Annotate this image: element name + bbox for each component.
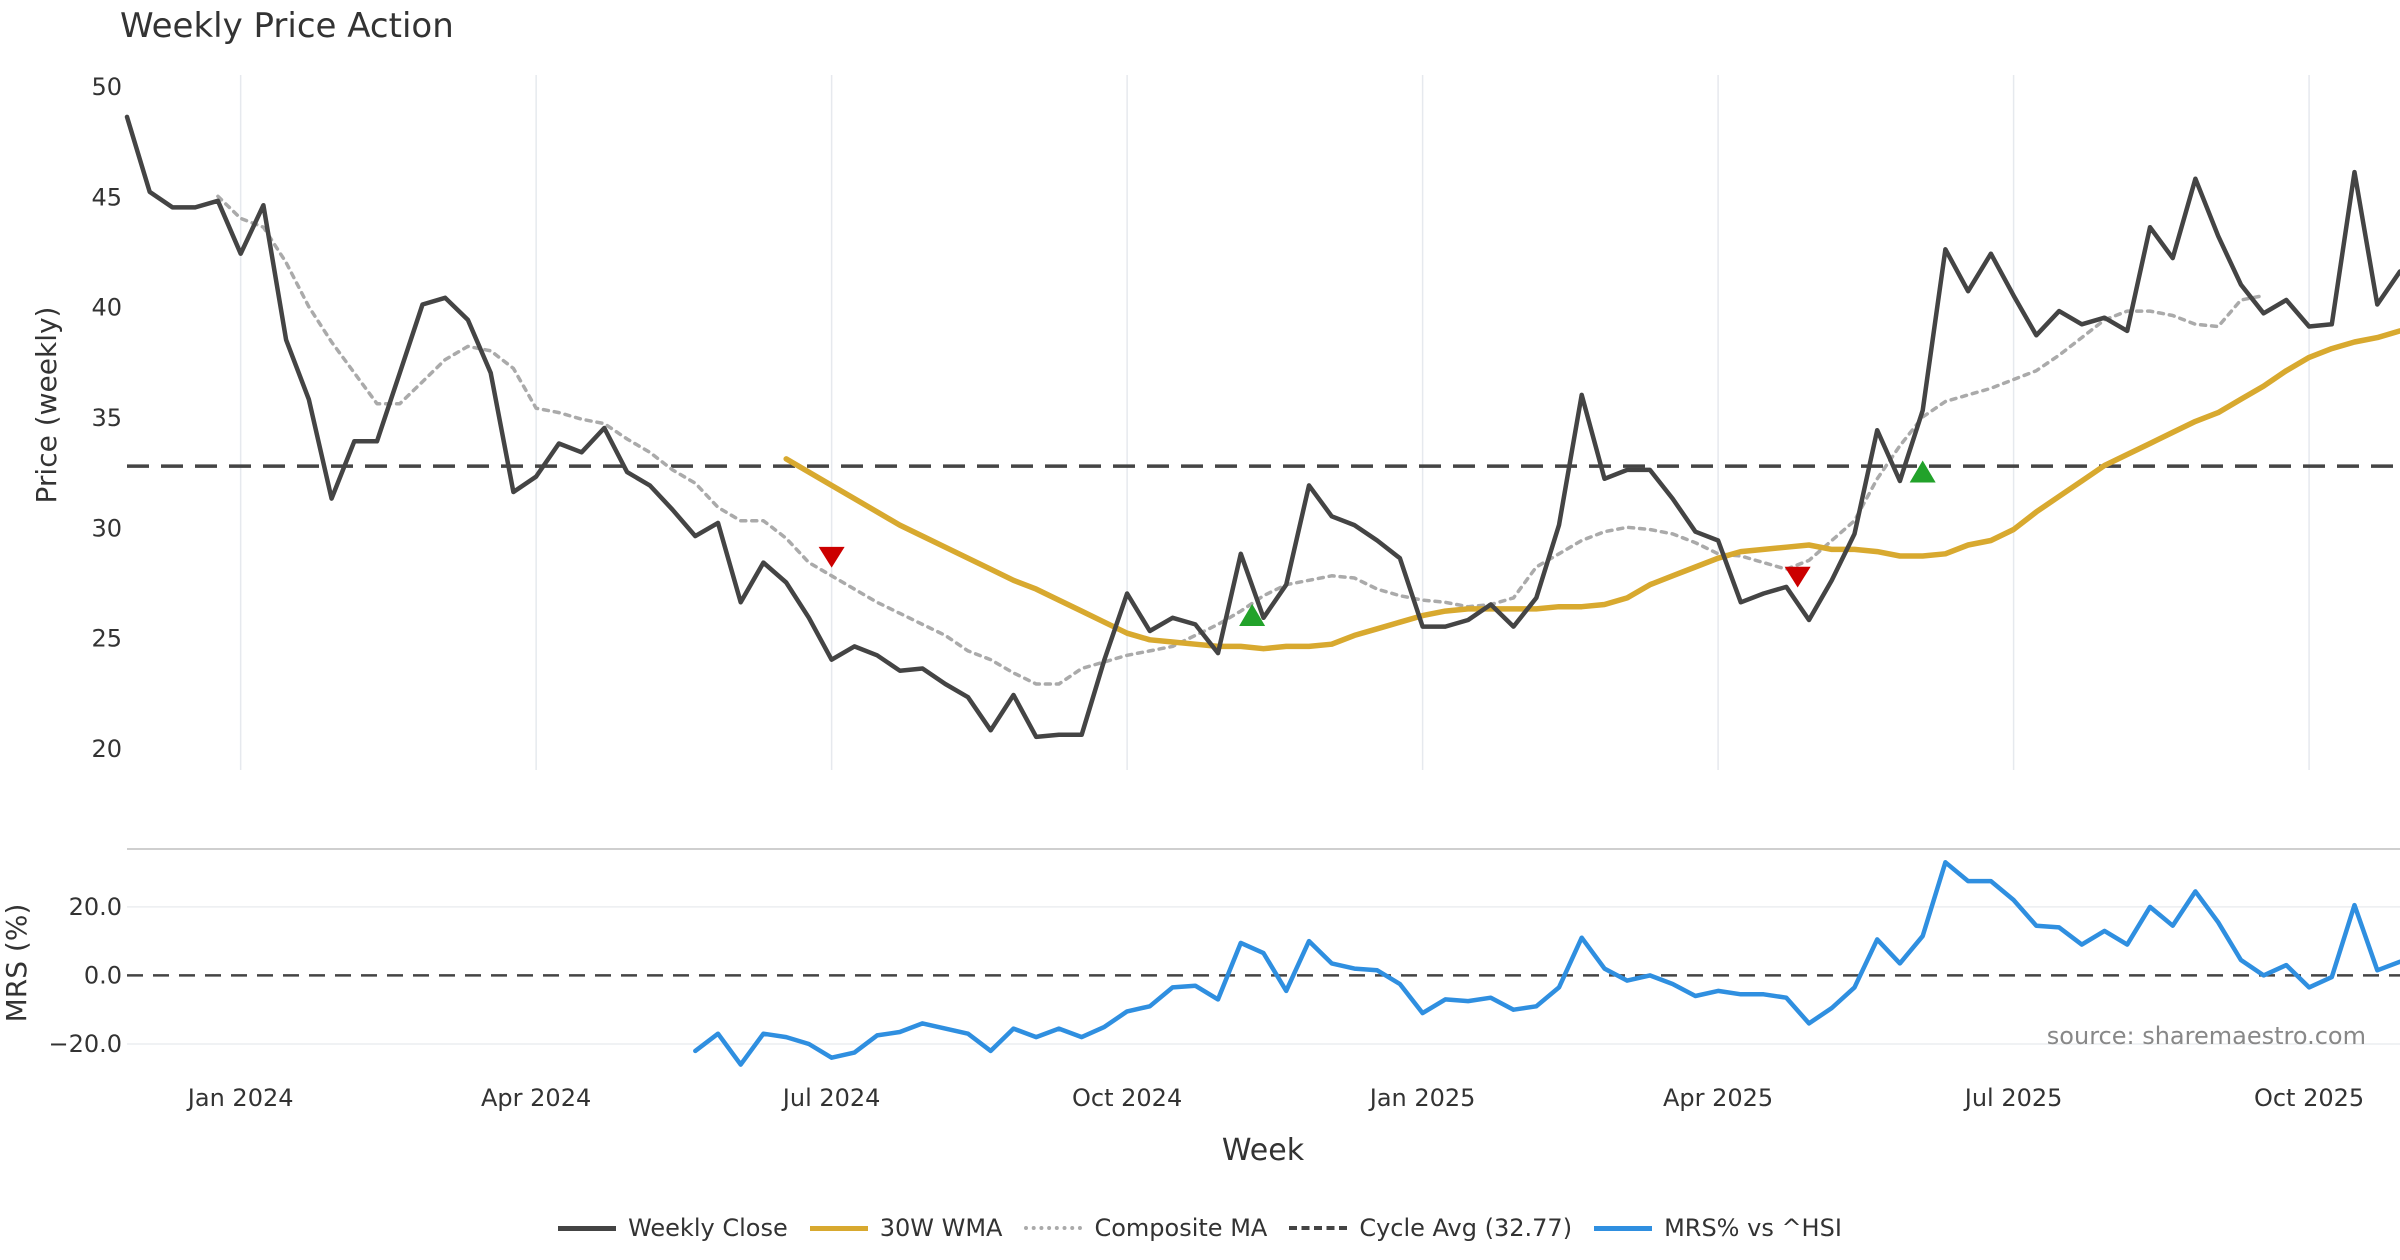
price-y-tick-label: 45: [91, 183, 122, 211]
price-y-tick-label: 35: [91, 404, 122, 432]
legend-label: MRS% vs ^HSI: [1664, 1214, 1842, 1242]
legend-label: 30W WMA: [879, 1214, 1003, 1242]
buy-signal-marker: [1909, 460, 1936, 483]
source-note: source: sharemaestro.com: [2047, 1022, 2366, 1050]
legend-swatch: [809, 1225, 868, 1231]
price-y-axis-label: Price (weekly): [30, 307, 63, 504]
legend-swatch: [1024, 1226, 1083, 1230]
x-tick-label: Oct 2025: [2254, 1084, 2364, 1112]
chart-svg: 20 25 30 35 40 45 50 20.0 0.0 −20.0 Jan 2024 Apr …: [0, 73, 2400, 1168]
mrs-y-tick-label: 20.0: [69, 893, 122, 921]
legend-label: Composite MA: [1094, 1214, 1268, 1242]
series-30w-wma-line: [783, 328, 2400, 652]
price-y-tick-label: 20: [91, 735, 122, 763]
legend-item: Composite MA: [1024, 1214, 1267, 1242]
legend-swatch: [1289, 1226, 1348, 1230]
legend-item: Weekly Close: [558, 1214, 788, 1242]
legend-swatch: [558, 1225, 617, 1231]
mrs-y-axis: 20.0 0.0 −20.0: [48, 893, 122, 1058]
x-axis: Jan 2024 Apr 2024 Jul 2024 Oct 2024 Jan 2025…: [186, 1084, 2364, 1112]
price-gridlines: [239, 75, 2310, 770]
mrs-y-axis-label: MRS (%): [0, 904, 33, 1023]
legend-item: Cycle Avg (32.77): [1289, 1214, 1572, 1242]
chart-legend: Weekly Close 30W WMA Composite MA Cycle Avg…: [0, 1208, 2400, 1248]
mrs-gridlines: [127, 848, 2400, 1045]
sell-signal-marker: [1784, 566, 1811, 588]
legend-swatch: [1594, 1225, 1653, 1231]
x-tick-label: Jul 2024: [781, 1084, 881, 1112]
price-y-axis: 20 25 30 35 40 45 50: [91, 73, 122, 763]
chart-title: Weekly Price Action: [120, 6, 454, 46]
price-y-tick-label: 30: [91, 514, 122, 542]
series-weekly-close-line: [124, 114, 2400, 740]
price-y-tick-label: 40: [91, 294, 122, 322]
sell-signal-marker: [818, 546, 845, 568]
x-tick-label: Jul 2025: [1963, 1084, 2063, 1112]
x-tick-label: Apr 2024: [481, 1084, 591, 1112]
mrs-y-tick-label: −20.0: [48, 1030, 122, 1058]
legend-item: MRS% vs ^HSI: [1594, 1214, 1842, 1242]
legend-item: 30W WMA: [809, 1214, 1003, 1242]
price-y-tick-label: 50: [91, 73, 122, 101]
series-mrs-line: [693, 860, 2400, 1067]
legend-label: Weekly Close: [628, 1214, 788, 1242]
x-tick-label: Oct 2024: [1072, 1084, 1182, 1112]
mrs-series-layer: [693, 860, 2400, 1067]
buy-signal-marker: [1239, 603, 1266, 626]
x-tick-label: Jan 2025: [1368, 1084, 1476, 1112]
x-tick-label: Jan 2024: [186, 1084, 294, 1112]
mrs-y-tick-label: 0.0: [84, 961, 122, 989]
price-y-tick-label: 25: [91, 625, 122, 653]
x-axis-label: Week: [1222, 1133, 1305, 1168]
legend-label: Cycle Avg (32.77): [1359, 1214, 1573, 1242]
x-tick-label: Apr 2025: [1663, 1084, 1773, 1112]
price-series-layer: [124, 114, 2400, 740]
